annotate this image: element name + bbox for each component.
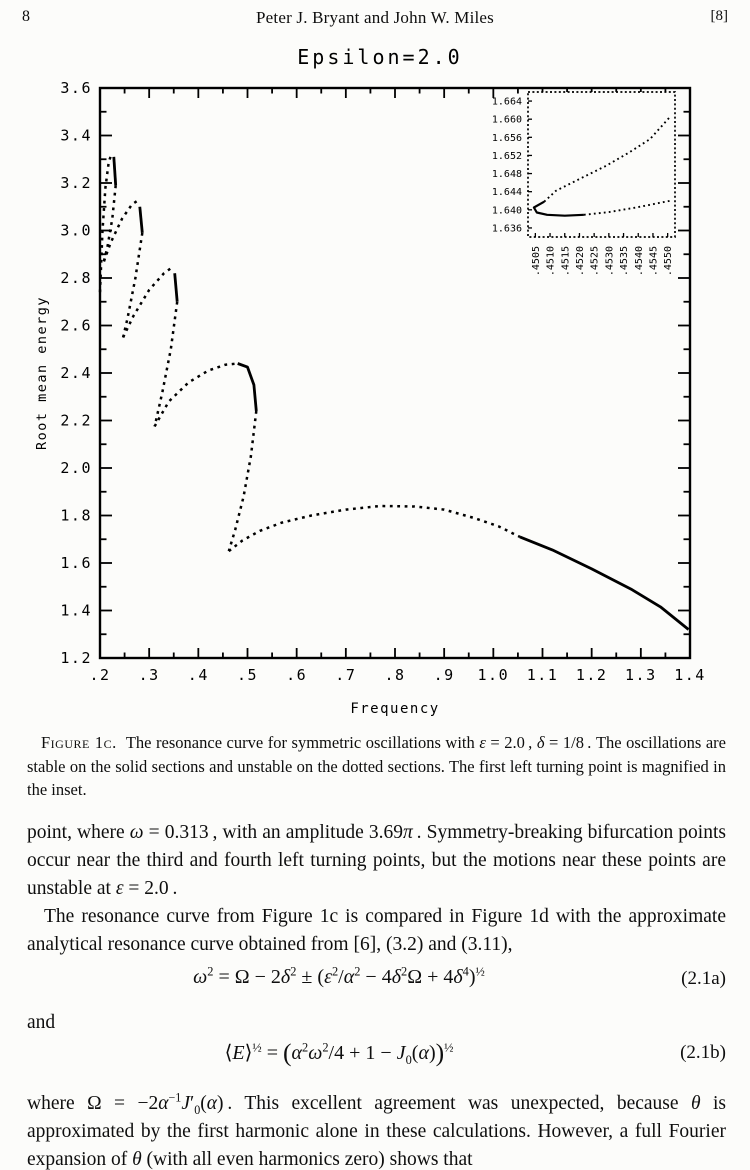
- svg-text:2.6: 2.6: [60, 317, 92, 335]
- figure-caption-text: The resonance curve for symmetric oscill…: [27, 733, 726, 799]
- svg-text:1.1: 1.1: [527, 666, 559, 684]
- curve-solid-stable-segment: [532, 200, 584, 217]
- axis-tick-labels: .2 .3 .4 .5 .6 .7 .8 .9 1.0 1.1 1.2 1.3 1.4 1.2 1.4 1.6…: [60, 79, 706, 684]
- svg-text:.4510: .4510: [546, 246, 557, 276]
- svg-text:.4550: .4550: [663, 246, 674, 276]
- svg-text:1.664: 1.664: [492, 97, 522, 108]
- svg-text:.8: .8: [384, 666, 405, 684]
- svg-text:1.636: 1.636: [492, 223, 522, 234]
- svg-text:1.652: 1.652: [492, 151, 522, 162]
- svg-text:1.2: 1.2: [576, 666, 608, 684]
- figure-caption: Figure 1c. The resonance curve for symme…: [27, 731, 726, 802]
- svg-text:.4520: .4520: [575, 246, 586, 276]
- equation-2-1b-row: ⟨E⟩½ = (α2ω2/4 + 1 − J0(α))½ (2.1b): [27, 1040, 726, 1080]
- curve-dotted-unstable-segment: [121, 232, 144, 338]
- resonance-curve: [98, 152, 690, 631]
- svg-text:1.4: 1.4: [674, 666, 706, 684]
- svg-text:.4505: .4505: [531, 246, 542, 276]
- resonance-curve-chart: .2 .3 .4 .5 .6 .7 .8 .9 1.0 1.1 1.2 1.3 1.4 1.2 1.4 1.6…: [34, 79, 706, 717]
- svg-text:1.660: 1.660: [492, 115, 522, 126]
- curve-dotted-unstable-segment: [153, 301, 179, 427]
- svg-text:.5: .5: [237, 666, 258, 684]
- curve-dotted-unstable-segment: [153, 362, 238, 428]
- svg-text:1.8: 1.8: [60, 507, 92, 525]
- inset-magnified-turning-point: 1.636 1.640 1.644 1.648 1.652 1.656 1.660 1.664…: [492, 91, 676, 276]
- bracket-page-number: [8]: [710, 8, 729, 24]
- curve-dotted-unstable-segment: [102, 185, 117, 262]
- svg-text:.4515: .4515: [560, 246, 571, 276]
- figure-caption-label: Figure 1c.: [41, 733, 117, 752]
- svg-text:2.0: 2.0: [60, 459, 92, 477]
- curve-solid-stable-segment: [112, 156, 118, 186]
- paragraph-3: where Ω = −2α−1J′0(α) . This excellent a…: [27, 1090, 727, 1170]
- curve-dotted-unstable-segment: [98, 152, 113, 293]
- curve-solid-stable-segment: [173, 273, 179, 302]
- body-paragraphs: point, where ω = 0.313 , with an amplitu…: [27, 819, 726, 959]
- svg-text:.3: .3: [139, 666, 160, 684]
- svg-text:1.2: 1.2: [60, 649, 92, 667]
- paragraph-2: The resonance curve from Figure 1c is co…: [27, 906, 726, 955]
- svg-text:.4: .4: [188, 666, 209, 684]
- svg-text:1.656: 1.656: [492, 133, 522, 144]
- svg-text:.2: .2: [89, 666, 110, 684]
- page-number: 8: [22, 8, 30, 25]
- svg-text:.4530: .4530: [604, 246, 615, 276]
- running-head: Peter J. Bryant and John W. Miles: [256, 8, 494, 27]
- curve-dotted-unstable-segment: [227, 410, 258, 552]
- curve-solid-stable-segment: [519, 535, 690, 631]
- svg-text:3.2: 3.2: [60, 174, 92, 192]
- x-axis-label: Frequency: [350, 701, 439, 717]
- svg-text:.6: .6: [286, 666, 307, 684]
- svg-text:2.2: 2.2: [60, 412, 92, 430]
- curve-dotted-unstable-segment: [102, 199, 139, 262]
- equation-2-1a-row: ω2 = Ω − 2δ2 ± (ε2/α2 − 4δ2Ω + 4δ4)½ (2.…: [27, 964, 726, 1006]
- svg-text:1.640: 1.640: [492, 205, 522, 216]
- axis-ticks: [99, 87, 691, 659]
- svg-text:.4540: .4540: [634, 246, 645, 276]
- svg-text:2.8: 2.8: [60, 269, 92, 287]
- svg-text:.4535: .4535: [619, 246, 630, 276]
- curve-solid-stable-segment: [138, 206, 144, 234]
- svg-text:.4545: .4545: [648, 246, 659, 276]
- svg-text:1.0: 1.0: [478, 666, 510, 684]
- svg-text:1.6: 1.6: [60, 554, 92, 572]
- equation-2-1a: ω2 = Ω − 2δ2 ± (ε2/α2 − 4δ2Ω + 4δ4)½: [193, 964, 485, 988]
- svg-text:3.4: 3.4: [60, 127, 92, 145]
- svg-text:1.4: 1.4: [60, 602, 92, 620]
- svg-text:3.0: 3.0: [60, 222, 92, 240]
- svg-text:.9: .9: [434, 666, 455, 684]
- svg-text:.4525: .4525: [590, 246, 601, 276]
- curve-dotted-unstable-segment: [121, 266, 174, 338]
- svg-text:1.3: 1.3: [625, 666, 657, 684]
- equation-2-1b: ⟨E⟩½ = (α2ω2/4 + 1 − J0(α))½: [224, 1038, 454, 1067]
- curve-solid-stable-segment: [237, 362, 258, 412]
- curve-dotted-unstable-segment: [228, 504, 521, 553]
- svg-text:3.6: 3.6: [60, 79, 92, 97]
- curve-dotted-unstable-segment: [543, 116, 671, 203]
- connector-word-and: and: [27, 1012, 56, 1033]
- page-header: 8 Peter J. Bryant and John W. Miles [8]: [22, 8, 728, 30]
- equation-2-1a-number: (2.1a): [681, 968, 726, 989]
- y-axis-label: Root mean energy: [34, 296, 50, 450]
- svg-text:2.4: 2.4: [60, 364, 92, 382]
- paragraph-1: point, where ω = 0.313 , with an amplitu…: [27, 822, 726, 899]
- svg-text:1.644: 1.644: [492, 187, 522, 198]
- svg-text:1.648: 1.648: [492, 169, 522, 180]
- figure-chart-title: Epsilon=2.0: [297, 45, 463, 69]
- curve-dotted-unstable-segment: [583, 199, 671, 216]
- svg-text:.7: .7: [335, 666, 356, 684]
- equation-2-1b-number: (2.1b): [680, 1042, 726, 1063]
